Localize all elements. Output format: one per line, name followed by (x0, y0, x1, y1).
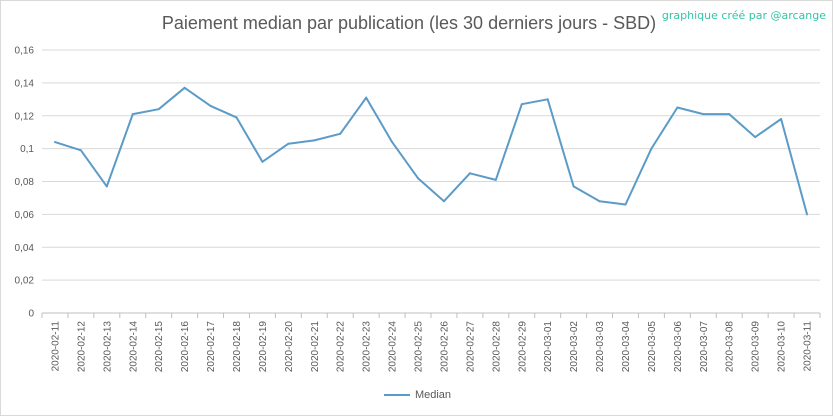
y-axis-ticks: 0 0,02 0,04 0,06 0,08 0,1 0,12 0,14 0,16 (15, 46, 35, 320)
data-point (235, 116, 238, 119)
x-tick-label: 2020-02-24 (388, 321, 399, 373)
data-point (572, 185, 575, 188)
x-tick-label: 2020-02-21 (310, 321, 321, 373)
data-point (261, 160, 264, 163)
x-tick-label: 2020-02-12 (76, 321, 87, 373)
series-layer (53, 86, 809, 216)
x-tick-label: 2020-03-06 (673, 321, 684, 373)
data-point (157, 108, 160, 111)
x-axis-ticks: 2020-02-11 2020-02-12 2020-02-13 2020-02-14… (41, 313, 821, 373)
legend: Median (1, 389, 833, 401)
data-point (79, 149, 82, 152)
data-point (209, 104, 212, 107)
x-tick-label: 2020-03-02 (569, 321, 580, 373)
data-point (313, 139, 316, 142)
data-point (520, 103, 523, 106)
x-tick-label: 2020-03-03 (595, 321, 606, 373)
chart-credit: graphique créé par @arcange (661, 9, 826, 22)
data-point (131, 113, 134, 116)
x-tick-label: 2020-03-08 (725, 321, 736, 373)
data-point (494, 178, 497, 181)
x-tick-label: 2020-02-27 (465, 321, 476, 373)
x-tick-label: 2020-03-05 (647, 321, 658, 373)
x-tick-label: 2020-02-19 (258, 321, 269, 373)
data-point (468, 172, 471, 175)
data-point (183, 86, 186, 89)
x-tick-label: 2020-03-09 (751, 321, 762, 373)
x-tick-label: 2020-03-01 (543, 321, 554, 373)
series-line-median (54, 86, 808, 215)
x-tick-label: 2020-02-22 (336, 321, 347, 373)
data-point (624, 203, 627, 206)
x-tick-label: 2020-02-17 (206, 321, 217, 373)
x-tick-label: 2020-03-11 (803, 321, 814, 372)
data-point (546, 98, 549, 101)
y-tick-label: 0,1 (20, 144, 34, 155)
data-point (442, 200, 445, 203)
y-tick-label: 0,16 (15, 46, 35, 57)
data-point (105, 185, 108, 188)
y-tick-label: 0,04 (15, 243, 35, 254)
y-tick-label: 0,08 (15, 177, 35, 188)
data-point (598, 200, 601, 203)
x-tick-label: 2020-02-23 (362, 321, 373, 373)
chart-title: Paiement median par publication (les 30 … (161, 13, 657, 33)
data-point (365, 96, 368, 99)
data-point (780, 118, 783, 121)
legend-label-median: Median (414, 389, 452, 401)
x-tick-label: 2020-03-10 (777, 321, 788, 373)
y-tick-label: 0,02 (15, 276, 35, 287)
data-point (728, 113, 731, 116)
data-point (754, 136, 757, 139)
y-tick-label: 0,06 (15, 210, 35, 221)
x-tick-label: 2020-02-18 (232, 321, 243, 373)
x-tick-label: 2020-02-26 (439, 321, 450, 373)
data-point (287, 142, 290, 145)
y-tick-label: 0,14 (15, 78, 35, 89)
x-tick-label: 2020-02-13 (102, 321, 113, 373)
gridlines (42, 49, 820, 314)
x-tick-label: 2020-02-20 (284, 321, 295, 373)
x-tick-label: 2020-02-11 (50, 321, 61, 372)
x-tick-label: 2020-02-14 (128, 321, 139, 373)
data-point (702, 113, 705, 116)
data-point (806, 213, 809, 216)
data-point (676, 106, 679, 109)
y-tick-label: 0,12 (15, 111, 35, 122)
data-point (339, 132, 342, 135)
x-tick-label: 2020-02-29 (517, 321, 528, 373)
x-tick-label: 2020-02-15 (154, 321, 165, 373)
data-point (53, 141, 56, 144)
data-point (650, 147, 653, 150)
y-tick-label: 0 (28, 309, 34, 320)
legend-swatch-median (383, 394, 410, 397)
data-point (417, 177, 420, 180)
x-tick-label: 2020-02-28 (491, 321, 502, 373)
x-tick-label: 2020-02-25 (414, 321, 425, 373)
x-tick-label: 2020-03-07 (699, 321, 710, 373)
data-point (391, 141, 394, 144)
x-tick-label: 2020-02-16 (180, 321, 191, 373)
x-tick-label: 2020-03-04 (621, 321, 632, 373)
